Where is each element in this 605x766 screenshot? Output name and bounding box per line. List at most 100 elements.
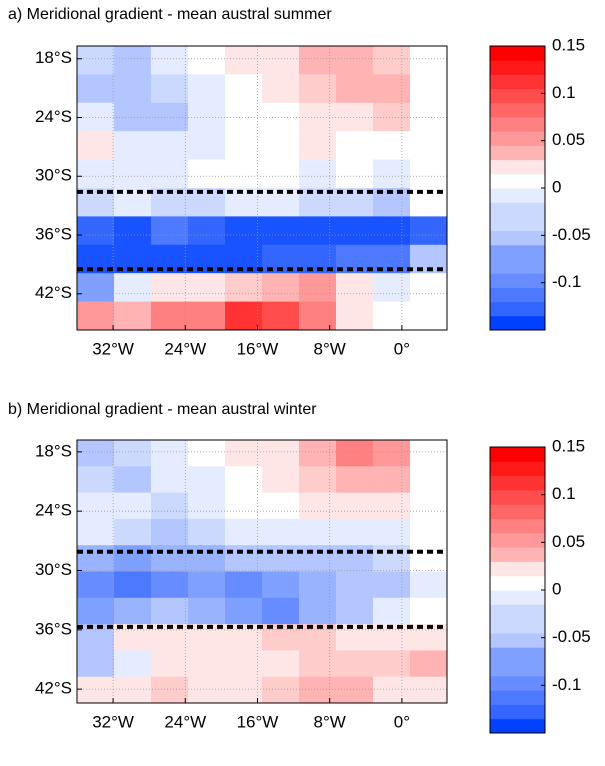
colorbar-step [490,561,545,577]
colorbar-step [490,675,545,691]
cell [410,74,447,104]
cell [225,440,263,467]
cell [77,159,115,189]
cell [336,301,374,330]
cell [188,676,226,703]
cell [262,676,300,703]
cell [188,571,226,599]
cell [114,571,152,599]
cell [151,216,189,246]
cell [410,571,447,599]
cell [373,676,411,703]
cell [336,131,374,161]
colorbar-step [490,230,545,246]
colorbar-step [490,173,545,189]
cell [114,466,152,494]
colorbar-step [490,618,545,634]
map [77,440,447,703]
x-tick-label: 24°W [164,712,206,731]
cell [114,216,152,246]
y-tick-label: 30°S [35,166,72,185]
colorbar-tick-label: -0.1 [552,272,581,291]
cell [188,131,226,161]
cell [336,216,374,246]
colorbar-step [490,690,545,705]
cell [151,571,189,599]
cell [336,545,374,572]
y-tick-label: 18°S [35,441,72,460]
colorbar-step [490,273,545,288]
cell [225,131,263,161]
colorbar-step [490,259,545,274]
colorbar-step [490,102,545,118]
colorbar-tick-label: 0.1 [552,484,576,503]
y-tick-label: 42°S [35,283,72,302]
cell [410,650,447,678]
colorbar-step [490,88,545,104]
cell [151,492,189,520]
cell [151,440,189,467]
colorbar-step [490,632,545,648]
cell [336,492,374,520]
cell [151,545,189,572]
cell [336,273,374,303]
cell [336,466,374,494]
map [77,46,447,330]
colorbar-step [490,74,545,90]
cell [114,676,152,703]
cell [151,597,189,625]
cell [410,492,447,520]
cell [262,545,300,572]
cell [262,440,300,467]
x-tick-label: 16°W [237,712,279,731]
cell [77,676,115,703]
cell [77,597,115,625]
cell [262,597,300,625]
cell [336,74,374,104]
cell [188,440,226,467]
cell [77,273,115,303]
colorbar-step [490,475,545,491]
cell [188,545,226,572]
cell [225,492,263,520]
colorbar-step [490,661,545,677]
colorbar-step [490,315,545,331]
cell [151,466,189,494]
cell [188,597,226,625]
colorbar-tick-label: -0.05 [552,627,591,646]
cell [151,301,189,330]
cell [114,102,152,132]
cell [336,102,374,132]
colorbar-step [490,590,545,605]
colorbar-step [490,216,545,232]
cell [151,46,189,75]
cell [373,492,411,520]
y-tick-label: 18°S [35,48,72,67]
cell [299,650,337,678]
x-tick-label: 24°W [164,339,206,358]
colorbar-tick-label: -0.05 [552,225,591,244]
cell [373,46,411,75]
cell [114,159,152,189]
x-tick-label: 8°W [314,339,346,358]
cell [373,131,411,161]
cell [373,440,411,467]
colorbar-step [490,575,545,591]
cell [299,74,337,104]
cell [410,46,447,75]
cell [188,518,226,546]
colorbar-step [490,145,545,161]
cell [114,492,152,520]
cell [299,301,337,330]
colorbar-step [490,461,545,477]
cell [77,545,115,572]
cell [336,597,374,625]
cell [151,273,189,303]
cell [373,273,411,303]
cell [336,159,374,189]
cell [77,650,115,678]
cell [373,301,411,330]
cell [299,492,337,520]
x-tick-label: 16°W [237,339,279,358]
cell [225,301,263,330]
